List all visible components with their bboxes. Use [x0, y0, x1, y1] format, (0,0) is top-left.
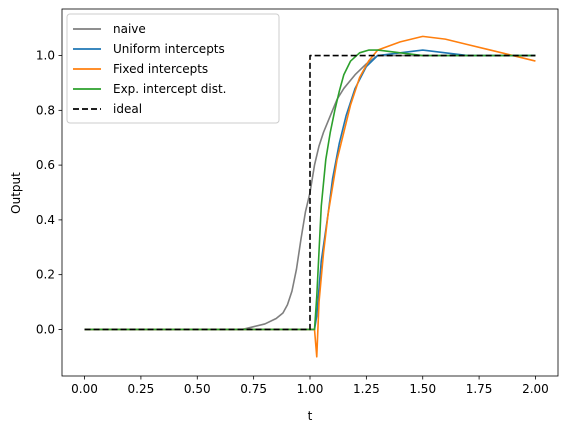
series-line-exp-intercept-dist [84, 49, 536, 331]
legend-box [66, 13, 280, 124]
legend: naive Uniform intercepts Fixed intercepts E… [66, 13, 280, 124]
y-tick-label: 0.6 [36, 158, 55, 172]
y-tick-label: 0.0 [36, 322, 55, 336]
y-tick-label: 0.2 [36, 268, 55, 282]
legend-label-naive: naive [113, 22, 146, 36]
y-axis-title: Output [9, 172, 23, 214]
x-tick-label: 0.75 [240, 382, 267, 396]
x-tick-label: 1.00 [297, 382, 324, 396]
y-tick-label: 0.8 [36, 103, 55, 117]
legend-label-exp-intercept-dist: Exp. intercept dist. [113, 82, 226, 96]
x-axis: 0.00 0.25 0.50 0.75 1.00 1.25 1.50 1.75 2.00 [71, 376, 549, 396]
y-tick-label: 1.0 [36, 49, 55, 63]
x-tick-label: 0.25 [128, 382, 155, 396]
y-axis: 0.0 0.2 0.4 0.6 0.8 1.0 [36, 49, 62, 336]
x-tick-label: 1.25 [353, 382, 380, 396]
legend-label-fixed-intercepts: Fixed intercepts [113, 62, 208, 76]
series-line-fixed-intercepts [84, 35, 536, 358]
x-tick-label: 1.75 [466, 382, 493, 396]
y-tick-label: 0.4 [36, 213, 55, 227]
legend-label-ideal: ideal [113, 102, 142, 116]
x-tick-label: 2.00 [522, 382, 549, 396]
series-line-ideal [84, 54, 536, 331]
legend-label-uniform-intercepts: Uniform intercepts [113, 42, 225, 56]
x-axis-title: t [308, 409, 313, 423]
x-tick-label: 1.50 [409, 382, 436, 396]
x-tick-label: 0.00 [71, 382, 98, 396]
series-layer [84, 35, 536, 358]
x-tick-label: 0.50 [184, 382, 211, 396]
